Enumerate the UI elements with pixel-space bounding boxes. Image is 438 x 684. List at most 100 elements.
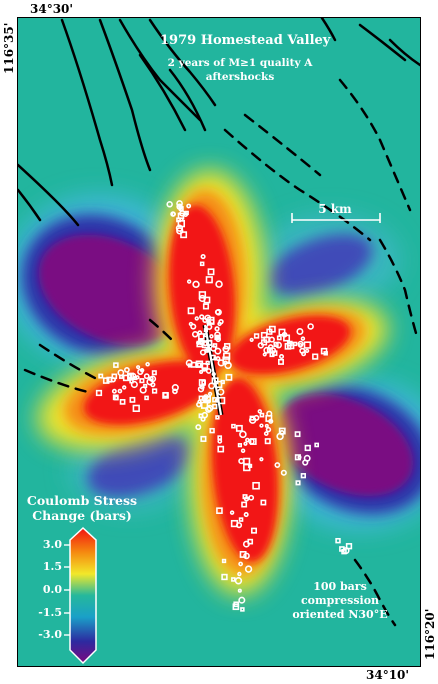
aftershock-marker <box>265 414 273 422</box>
aftershock-marker <box>205 276 213 284</box>
aftershock-marker <box>345 543 353 550</box>
aftershock-marker <box>243 552 250 560</box>
aftershock-marker <box>222 345 230 353</box>
aftershock-marker <box>259 423 264 428</box>
aftershock-marker <box>197 399 202 404</box>
aftershock-marker <box>209 334 214 339</box>
aftershock-marker <box>231 577 236 582</box>
aftershock-marker <box>300 473 306 479</box>
aftershock-marker <box>206 340 213 346</box>
aftershock-marker <box>199 349 207 356</box>
aftershock-marker <box>199 314 205 320</box>
aftershock-marker <box>151 388 158 394</box>
aftershock-marker <box>212 403 218 410</box>
aftershock-marker <box>238 596 246 604</box>
aftershock-marker <box>307 323 314 330</box>
aftershock-marker <box>251 527 258 534</box>
aftershock-marker <box>240 448 246 453</box>
aftershock-marker <box>199 384 205 390</box>
aftershock-marker <box>320 347 328 355</box>
aftershock-marker <box>304 444 311 452</box>
aftershock-marker <box>259 412 265 418</box>
aftershock-marker <box>263 346 271 354</box>
aftershock-marker <box>177 219 186 228</box>
aftershock-marker <box>209 427 215 434</box>
aftershock-marker <box>192 280 200 289</box>
aftershock-marker <box>171 211 176 217</box>
aftershock-marker <box>296 328 304 336</box>
aftershock-marker <box>237 443 242 448</box>
aftershock-marker <box>198 291 207 299</box>
aftershock-marker <box>249 415 255 421</box>
aftershock-marker <box>263 431 269 436</box>
legend-tick-neg1-5: -1.5 <box>38 606 62 619</box>
aftershock-marker <box>206 404 214 412</box>
aftershock-marker <box>207 268 215 276</box>
aftershock-marker <box>273 341 279 347</box>
aftershock-marker <box>262 352 267 357</box>
aftershock-marker <box>171 384 179 392</box>
aftershock-marker <box>186 203 192 209</box>
aftershock-marker <box>280 469 287 476</box>
aftershock-marker <box>335 537 341 544</box>
aftershock-marker <box>139 378 145 384</box>
aftershock-marker <box>191 331 199 338</box>
aftershock-marker <box>197 330 203 336</box>
aftershock-marker <box>237 588 242 593</box>
aftershock-marker <box>200 435 207 442</box>
aftershock-marker <box>276 335 282 341</box>
fault-lines-dashed <box>23 78 420 627</box>
aftershock-marker <box>224 361 232 370</box>
aftershock-marker <box>195 360 204 368</box>
aftershock-marker <box>210 354 216 361</box>
aftershock-marker <box>211 377 219 385</box>
legend-title-line1: Coulomb Stress <box>26 493 138 508</box>
aftershock-marker <box>243 463 251 472</box>
aftershock-marker <box>201 411 208 419</box>
aftershock-marker <box>286 340 293 347</box>
aftershock-marker <box>300 336 306 341</box>
aftershock-marker <box>143 383 148 389</box>
aftershock-marker <box>186 279 192 284</box>
aftershock-marker <box>113 362 119 368</box>
aftershock-marker <box>259 457 264 462</box>
aftershock-marker <box>129 396 136 403</box>
aftershock-marker <box>190 323 197 330</box>
aftershock-marker <box>253 333 260 339</box>
aftershock-marker <box>162 391 169 398</box>
aftershock-marker <box>112 394 119 401</box>
aftershock-marker <box>221 558 227 564</box>
map-subtitle-line1: 2 years of M≥1 quality A <box>167 57 313 69</box>
aftershock-marker <box>135 375 140 380</box>
aftershock-marker <box>221 573 228 581</box>
aftershock-marker <box>136 365 141 370</box>
aftershock-marker <box>299 347 306 354</box>
aftershock-marker <box>249 337 254 343</box>
scale-bar-label: 5 km <box>318 202 352 216</box>
fault-lines <box>18 18 420 227</box>
aftershock-marker <box>304 348 310 354</box>
aftershock-marker <box>143 373 150 380</box>
aftershock-marker <box>264 423 269 428</box>
aftershock-marker <box>187 363 193 368</box>
aftershock-marker <box>205 406 212 413</box>
legend-tick-3: 3.0 <box>42 538 62 551</box>
aftershock-marker <box>249 438 257 445</box>
aftershock-marker <box>215 415 220 420</box>
aftershock-marker <box>212 343 218 348</box>
aftershock-marker <box>202 367 207 372</box>
aftershock-marker <box>199 369 204 374</box>
aftershock-marker <box>223 352 231 360</box>
aftershock-marker <box>234 576 243 585</box>
aftershock-marker <box>252 481 260 490</box>
aftershock-marker <box>314 442 320 448</box>
aftershock-marker <box>204 314 212 322</box>
aftershock-marker <box>248 494 255 501</box>
aftershock-marker <box>166 201 173 208</box>
scale-bar <box>291 213 381 223</box>
aftershock-marker <box>214 335 219 341</box>
aftershock-marker <box>278 358 284 365</box>
aftershock-marker <box>215 380 223 388</box>
note-line3: oriented N30°E <box>292 608 388 621</box>
